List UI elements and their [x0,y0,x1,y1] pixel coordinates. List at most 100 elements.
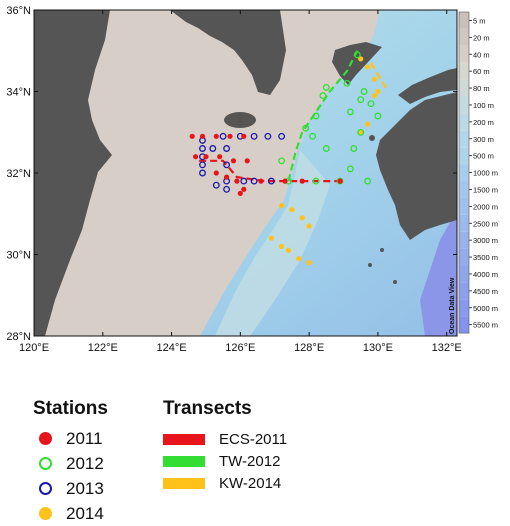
kw-2014-transect-line [370,62,390,93]
transects-legend-item: KW-2014 [163,472,287,494]
colorbar-label: 20 m [473,33,490,42]
colorbar-label: 40 m [473,50,490,59]
station-2011-marker [258,178,264,184]
station-2014-marker [279,203,285,209]
station-2011-marker [282,178,288,184]
transects-legend-item: ECS-2011 [163,428,287,450]
station-2012-marker [364,177,372,185]
station-2011-marker [224,174,230,180]
station-2011-marker [299,178,305,184]
small-island-land [368,263,372,267]
station-2012-marker [343,79,351,87]
transects-legend: Transects ECS-2011 TW-2012 KW-2014 [163,398,287,494]
station-2014-marker [306,223,312,229]
stations-legend-label: 2012 [66,453,104,473]
colorbar-segment [459,28,469,46]
colorbar-label: 5000 m [473,304,498,313]
tw-2012-transect-line [287,50,359,182]
small-island-land [380,248,384,252]
station-2014-marker [285,247,292,253]
station-2012-marker [346,165,354,173]
x-tick-label: 126°E [225,342,255,354]
station-2013-marker [223,161,231,169]
y-tick-label: 28°N [6,331,31,343]
colorbar-segment [459,282,469,300]
station-2011-marker [237,190,243,196]
station-2014-marker [289,207,295,213]
station-2014-marker [358,56,364,62]
station-2013-marker [212,181,220,189]
x-tick-label: 128°E [294,342,324,354]
honshu-land [398,68,457,104]
station-2013-marker [223,185,231,193]
colorbar-label: 5 m [473,16,486,25]
station-2013-marker [250,177,258,185]
frame-ticks [33,9,457,337]
legend-dot-marker [39,482,52,495]
station-2011-marker [241,186,247,192]
stations-legend-item: 2012 [33,451,108,476]
y-tick-label: 36°N [6,5,31,17]
stations-legend-title: Stations [33,398,108,419]
legend-dot-marker [39,432,52,445]
legend-bar-swatch [163,477,205,489]
stations-legend-label: 2011 [66,428,103,448]
y-tick-label: 30°N [6,250,31,262]
station-markers [189,51,382,266]
station-2011-marker [234,178,240,184]
china-coast-land [34,10,112,336]
colorbar-frame [458,11,470,334]
station-2014-marker [279,243,285,249]
stations-legend-label: 2014 [66,503,104,523]
stations-legend: Stations 2011 2012 2013 2014 [33,398,108,526]
station-2014-marker [375,88,381,95]
station-2012-marker [302,124,310,132]
station-2013-marker [264,132,272,140]
colorbar-label: 3000 m [473,236,498,245]
station-2014-marker [365,64,371,70]
station-2012-marker [357,96,365,104]
station-2013-marker [223,145,231,152]
colorbar-label: 2500 m [473,219,498,228]
korea-peninsula-land [170,10,286,95]
colorbar-segment [459,12,469,29]
station-2012-marker [309,132,317,140]
station-2011-marker [203,154,209,160]
legend-bar-swatch [163,455,205,467]
y-tick-label: 32°N [6,168,31,180]
x-tick-label: 122°E [88,342,118,354]
legend-bar-swatch [163,433,205,445]
colorbar-segment [459,214,469,232]
station-2014-marker [371,76,378,82]
legend-dot-marker [39,507,52,520]
station-2011-marker [199,133,206,139]
colorbar-segment [459,62,469,80]
colorbar-label: 5500 m [473,321,498,330]
station-2012-marker [374,112,382,120]
ocean-data-view-watermark: Ocean Data View [449,277,456,334]
colorbar-segment [459,164,469,181]
colorbar-segment [459,181,469,198]
station-2014-marker [306,260,312,266]
station-2011-marker [189,133,195,139]
colorbar-segment [459,96,469,114]
colorbar-segment [459,79,469,97]
station-2011-marker [230,158,237,164]
colorbar-segment [459,299,469,317]
small-island-land [393,280,397,284]
station-2013-marker [267,177,275,185]
station-2011-marker [244,158,250,164]
station-2012-marker [360,88,368,95]
station-2013-marker [219,132,227,140]
colorbar-segment [459,248,469,266]
transects-legend-item: TW-2012 [163,450,287,472]
colorbar-segment [459,231,469,249]
station-2014-marker [358,129,364,135]
transects-legend-label: ECS-2011 [219,430,288,448]
station-2013-marker [278,132,286,140]
station-2013-marker [240,177,248,185]
station-2012-marker [319,92,327,100]
colorbar-segment [459,147,469,165]
station-2012-marker [336,177,344,185]
station-2012-marker [322,145,330,152]
